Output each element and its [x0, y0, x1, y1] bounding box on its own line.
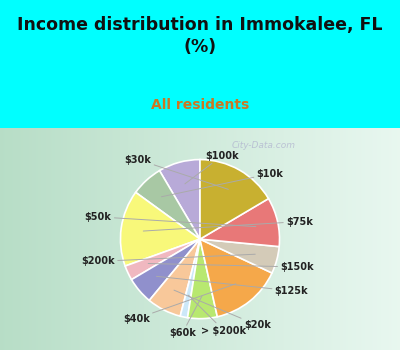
Text: $30k: $30k: [124, 155, 228, 189]
Wedge shape: [149, 239, 200, 316]
Wedge shape: [200, 198, 280, 247]
Text: $125k: $125k: [156, 276, 308, 296]
Wedge shape: [136, 171, 200, 239]
Wedge shape: [180, 239, 200, 318]
Wedge shape: [120, 193, 200, 266]
Text: > $200k: > $200k: [188, 295, 246, 336]
Text: $60k: $60k: [169, 296, 202, 338]
Text: $200k: $200k: [81, 254, 255, 266]
Wedge shape: [188, 239, 217, 318]
Text: $50k: $50k: [85, 212, 256, 226]
Wedge shape: [125, 239, 200, 280]
Text: $75k: $75k: [143, 217, 313, 231]
Wedge shape: [200, 239, 272, 317]
Text: Income distribution in Immokalee, FL
(%): Income distribution in Immokalee, FL (%): [17, 16, 383, 56]
Text: City-Data.com: City-Data.com: [232, 141, 296, 150]
Wedge shape: [200, 239, 279, 273]
Wedge shape: [160, 160, 200, 239]
Wedge shape: [132, 239, 200, 300]
Text: $10k: $10k: [162, 169, 284, 197]
Text: $20k: $20k: [174, 290, 271, 330]
Text: $150k: $150k: [148, 262, 314, 272]
Text: All residents: All residents: [151, 98, 249, 112]
Text: $100k: $100k: [185, 150, 239, 184]
Text: $40k: $40k: [123, 284, 236, 324]
Wedge shape: [200, 160, 268, 239]
